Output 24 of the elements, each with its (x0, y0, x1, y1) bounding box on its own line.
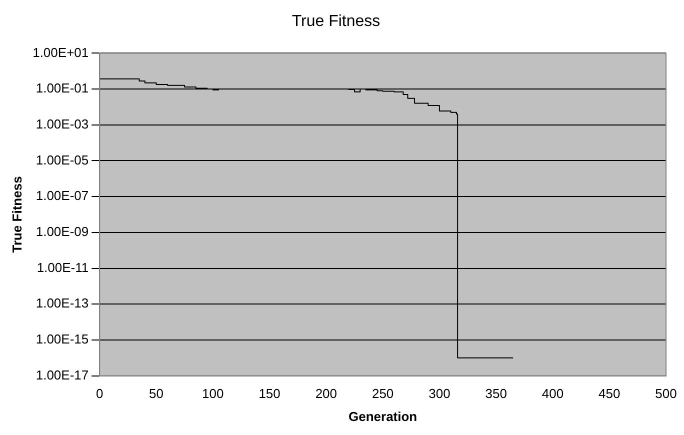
chart-title: True Fitness (292, 13, 380, 30)
x-tick-label: 50 (149, 386, 164, 402)
y-tick-label: 1.00E-03 (36, 116, 89, 132)
x-axis-title: Generation (348, 408, 418, 424)
x-tick-label: 450 (598, 386, 620, 402)
y-tick-label: 1.00E-15 (36, 332, 89, 347)
y-tick-label: 1.00E-07 (36, 188, 89, 204)
y-tick-label: 1.00E-05 (36, 152, 89, 168)
x-tick-label: 100 (202, 386, 224, 402)
y-tick-label: 1.00E-09 (36, 224, 89, 239)
y-axis-title: True Fitness (9, 176, 24, 253)
x-tick-label: 300 (428, 386, 450, 402)
x-tick-label: 500 (655, 386, 677, 402)
x-tick-label: 250 (372, 386, 394, 402)
y-tick-label: 1.00E-13 (36, 296, 89, 311)
y-tick-label: 1.00E-17 (36, 367, 89, 382)
x-tick-label: 150 (258, 386, 280, 402)
x-tick-label: 350 (485, 386, 507, 402)
y-tick-label: 1.00E+01 (32, 44, 89, 60)
y-tick-label: 1.00E-01 (36, 80, 89, 96)
x-tick-label: 200 (315, 386, 338, 402)
y-tick-label: 1.00E-11 (36, 260, 89, 275)
x-tick-label: 400 (542, 386, 564, 402)
x-tick-label: 0 (96, 386, 104, 402)
